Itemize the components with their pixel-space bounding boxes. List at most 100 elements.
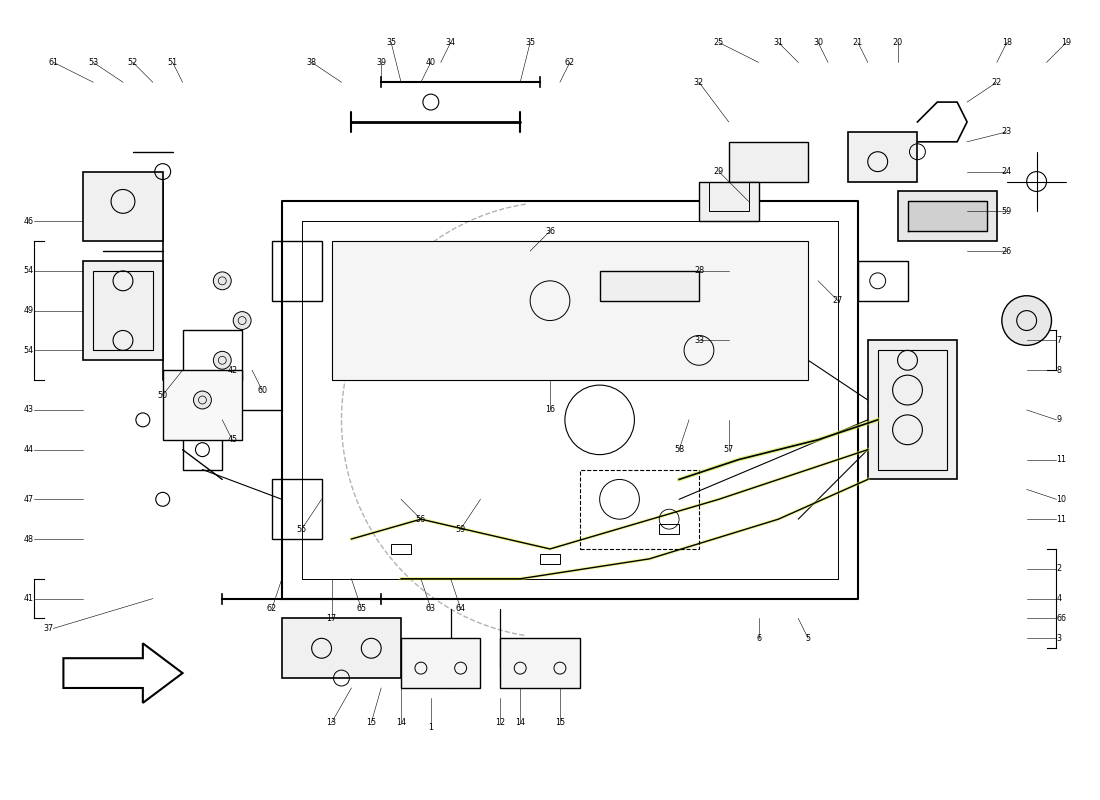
Bar <box>84 261 163 360</box>
Text: 14: 14 <box>396 718 406 727</box>
Text: 53: 53 <box>88 58 98 67</box>
Text: 49: 49 <box>23 306 34 315</box>
Circle shape <box>1002 296 1052 346</box>
Bar <box>898 191 997 241</box>
Text: 27: 27 <box>833 296 843 305</box>
Text: 21: 21 <box>852 38 862 47</box>
Bar <box>402 638 481 688</box>
Text: 61: 61 <box>48 58 58 67</box>
Text: 41: 41 <box>23 594 34 603</box>
Bar <box>698 182 759 222</box>
Text: 38: 38 <box>307 58 317 67</box>
Text: 4: 4 <box>1056 594 1062 603</box>
Bar <box>272 241 321 301</box>
Text: 50: 50 <box>157 390 168 399</box>
Text: autopartspro: autopartspro <box>288 265 474 336</box>
Text: 43: 43 <box>23 406 34 414</box>
Text: 64: 64 <box>455 604 465 613</box>
Text: 34: 34 <box>446 38 455 47</box>
Text: 17: 17 <box>327 614 337 623</box>
Text: 28: 28 <box>694 266 704 275</box>
Bar <box>272 479 321 539</box>
Text: 66: 66 <box>1056 614 1067 623</box>
Circle shape <box>213 272 231 290</box>
Text: 62: 62 <box>267 604 277 613</box>
Text: 54: 54 <box>23 346 34 355</box>
Text: 32: 32 <box>694 78 704 86</box>
Text: 7: 7 <box>1056 336 1062 345</box>
Text: 13: 13 <box>327 718 337 727</box>
Text: e: e <box>314 326 389 434</box>
Text: 5: 5 <box>805 634 811 643</box>
Bar <box>600 271 698 301</box>
Text: 24: 24 <box>1002 167 1012 176</box>
Text: 46: 46 <box>23 217 34 226</box>
Text: 19: 19 <box>1062 38 1071 47</box>
Text: 57: 57 <box>724 445 734 454</box>
Text: 15: 15 <box>554 718 565 727</box>
Text: 42: 42 <box>228 366 238 374</box>
Text: 45: 45 <box>228 435 238 444</box>
Text: 59: 59 <box>455 525 465 534</box>
Text: 8: 8 <box>1056 366 1062 374</box>
Text: 30: 30 <box>813 38 823 47</box>
Text: 48: 48 <box>23 534 34 543</box>
Bar <box>858 261 907 301</box>
Text: 36: 36 <box>544 226 556 236</box>
Text: 56: 56 <box>416 514 426 524</box>
Bar <box>848 132 917 182</box>
Text: 18: 18 <box>1002 38 1012 47</box>
Text: 65: 65 <box>356 604 366 613</box>
Text: 59: 59 <box>1002 207 1012 216</box>
Bar <box>500 638 580 688</box>
Polygon shape <box>282 202 858 598</box>
Bar <box>392 544 411 554</box>
Text: 3: 3 <box>1056 634 1062 643</box>
Text: 20: 20 <box>892 38 903 47</box>
Bar <box>282 618 402 678</box>
Text: 51: 51 <box>167 58 178 67</box>
Text: 9: 9 <box>1056 415 1062 424</box>
Bar <box>94 271 153 350</box>
Circle shape <box>194 391 211 409</box>
Text: 33: 33 <box>694 336 704 345</box>
Text: 11: 11 <box>1056 514 1067 524</box>
Text: autopartspro: autopartspro <box>289 296 414 345</box>
Text: 22: 22 <box>992 78 1002 86</box>
Text: 47: 47 <box>23 495 34 504</box>
Text: 52: 52 <box>128 58 138 67</box>
Text: 2: 2 <box>1056 564 1062 574</box>
Bar <box>183 430 222 470</box>
Text: 63: 63 <box>426 604 436 613</box>
Text: 39: 39 <box>376 58 386 67</box>
Polygon shape <box>908 202 987 231</box>
Text: autopartspro: autopartspro <box>469 412 631 487</box>
Text: 10: 10 <box>1056 495 1067 504</box>
Text: 23: 23 <box>1002 127 1012 136</box>
Bar <box>540 554 560 564</box>
Text: 11: 11 <box>1056 455 1067 464</box>
Text: 26: 26 <box>1002 246 1012 255</box>
Text: 25: 25 <box>714 38 724 47</box>
Bar <box>728 142 808 182</box>
Bar <box>163 370 242 440</box>
Text: 35: 35 <box>525 38 536 47</box>
Bar <box>868 341 957 479</box>
Text: 16: 16 <box>544 406 556 414</box>
Circle shape <box>213 351 231 370</box>
Bar <box>708 182 749 211</box>
Text: 29: 29 <box>714 167 724 176</box>
Text: 60: 60 <box>257 386 267 394</box>
Text: 58: 58 <box>674 445 684 454</box>
Bar <box>580 470 698 549</box>
Text: 54: 54 <box>23 266 34 275</box>
Text: autopartspro: autopartspro <box>627 392 771 448</box>
Text: 15: 15 <box>366 718 376 727</box>
Text: 1: 1 <box>428 723 433 732</box>
Bar <box>331 241 808 380</box>
Text: 37: 37 <box>43 624 54 633</box>
Text: 14: 14 <box>515 718 525 727</box>
Text: 6: 6 <box>756 634 761 643</box>
Bar <box>183 330 242 380</box>
Text: 40: 40 <box>426 58 436 67</box>
